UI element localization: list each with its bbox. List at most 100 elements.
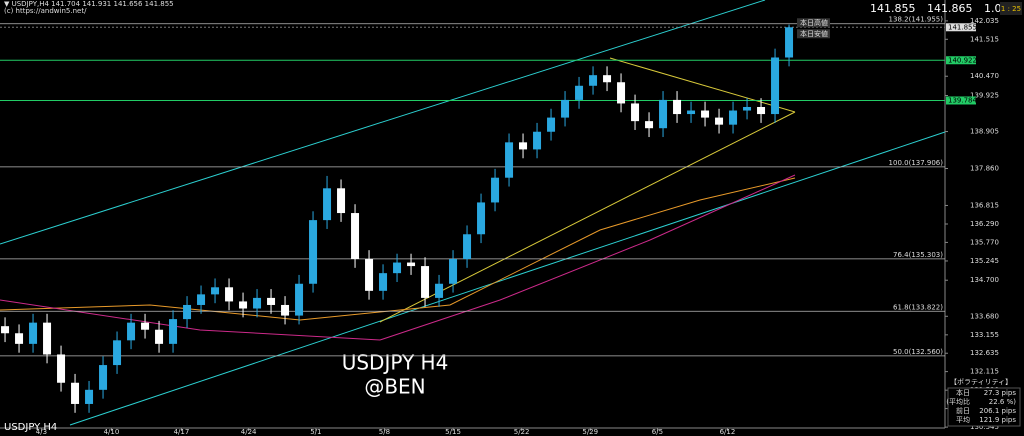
y-tick-label: 138.905	[970, 128, 999, 136]
candle-body	[141, 322, 150, 330]
volatility-title: 【ボラティリティ】	[950, 378, 1012, 386]
candle-body	[589, 75, 598, 86]
candle-body	[309, 220, 318, 284]
x-tick-label: 4/24	[241, 428, 257, 436]
candle-body	[71, 382, 80, 404]
x-tick-label: 4/17	[174, 428, 190, 436]
candle-body	[603, 75, 612, 83]
candle-body	[85, 389, 94, 404]
y-tick-label: 133.155	[970, 331, 999, 339]
candle-body	[197, 294, 206, 305]
candle-body	[617, 82, 626, 104]
candle-body	[127, 322, 136, 341]
candle-body	[743, 106, 752, 111]
candle-body	[701, 110, 710, 118]
candle-body	[463, 234, 472, 260]
ask: 141.865	[927, 2, 973, 15]
candle-body	[421, 266, 430, 298]
candle-body	[99, 365, 108, 390]
candle-body	[253, 297, 262, 309]
low-label: 本日安値	[800, 29, 828, 38]
candle-body	[1, 326, 10, 334]
volatility-cell: 平均	[956, 415, 970, 424]
candle-body	[477, 202, 486, 235]
candle-body	[239, 301, 248, 309]
candle-body	[225, 287, 234, 302]
price-label: 139.784	[948, 96, 977, 104]
volatility-cell: 22.6 %)	[989, 398, 1016, 406]
candle-body	[183, 304, 192, 320]
candle-body	[757, 106, 766, 115]
fib-label: 61.8(133.822)	[893, 303, 943, 311]
x-tick-label: 6/5	[652, 428, 663, 436]
fib-label: 50.0(132.560)	[893, 348, 943, 356]
timer: 1 : 25	[1001, 5, 1021, 13]
x-tick-label: 5/1	[310, 428, 321, 436]
candle-body	[729, 110, 738, 125]
candle-body	[435, 283, 444, 298]
channel-upper	[0, 0, 766, 245]
candle-body	[337, 188, 346, 214]
candle-body	[295, 283, 304, 316]
candle-body	[491, 177, 500, 203]
candle-body	[281, 304, 290, 316]
candle-body	[561, 99, 570, 118]
candle-body	[113, 340, 122, 366]
y-tick-label: 133.680	[970, 312, 999, 320]
y-tick-label: 132.115	[970, 368, 999, 376]
candle-body	[393, 262, 402, 274]
watermark: @BEN	[364, 375, 425, 399]
candle-body	[351, 213, 360, 260]
watermark: USDJPY H4	[342, 351, 449, 375]
fib-label: 76.4(135.303)	[893, 251, 943, 259]
candle-body	[57, 354, 66, 383]
y-tick-label: 141.515	[970, 35, 999, 43]
x-tick-label: 5/29	[582, 428, 598, 436]
candle-body	[519, 142, 528, 150]
candle-body	[43, 322, 52, 355]
header: ▼ USDJPY,H4 141.704 141.931 141.656 141.…	[4, 0, 174, 8]
candle-body	[659, 99, 668, 129]
current-price-box	[946, 23, 976, 32]
fib-label: 138.2(141.955)	[889, 16, 944, 24]
y-tick-label: 135.245	[970, 257, 999, 265]
candle-body	[687, 110, 696, 115]
candle-body	[631, 103, 640, 122]
candle-body	[323, 188, 332, 221]
y-tick-label: 132.635	[970, 349, 999, 357]
volatility-box: 【ボラティリティ】	[950, 378, 1012, 386]
candle-body	[15, 333, 24, 344]
y-tick-label: 140.470	[970, 72, 999, 80]
candle-body	[155, 329, 164, 344]
symbol-label: USDJPY H4	[4, 422, 57, 433]
price-label-box	[946, 56, 976, 65]
copyright: (c) https://andwin5.net/	[4, 7, 87, 15]
x-tick-label: 4/3	[36, 428, 47, 436]
volatility-cell: (平均比	[946, 397, 970, 406]
trend-line	[379, 111, 796, 323]
current-price-label: 141.855	[948, 23, 977, 31]
y-tick-label: 130.545	[970, 423, 999, 431]
candle-body	[673, 99, 682, 115]
price-label-box	[946, 96, 976, 105]
candle-body	[211, 287, 220, 295]
high-label-box	[797, 18, 830, 28]
volatility-cell: 206.1 pips	[979, 407, 1016, 415]
volatility-bg	[947, 387, 1021, 427]
low-label-box	[797, 29, 830, 39]
y-tick-label: 135.770	[970, 238, 999, 246]
candle-body	[547, 117, 556, 132]
candle-body	[771, 57, 780, 115]
price-label: 140.922	[948, 56, 977, 64]
candle-body	[267, 297, 276, 305]
x-tick-label: 5/15	[445, 428, 461, 436]
triangle-line	[609, 57, 796, 113]
bid: 141.855	[870, 2, 916, 15]
candle-body	[505, 142, 514, 178]
y-tick-label: 134.700	[970, 276, 999, 284]
volatility-cell: 27.3 pips	[984, 389, 1017, 397]
x-tick-label: 5/8	[379, 428, 390, 436]
y-tick-label: 139.925	[970, 92, 999, 100]
